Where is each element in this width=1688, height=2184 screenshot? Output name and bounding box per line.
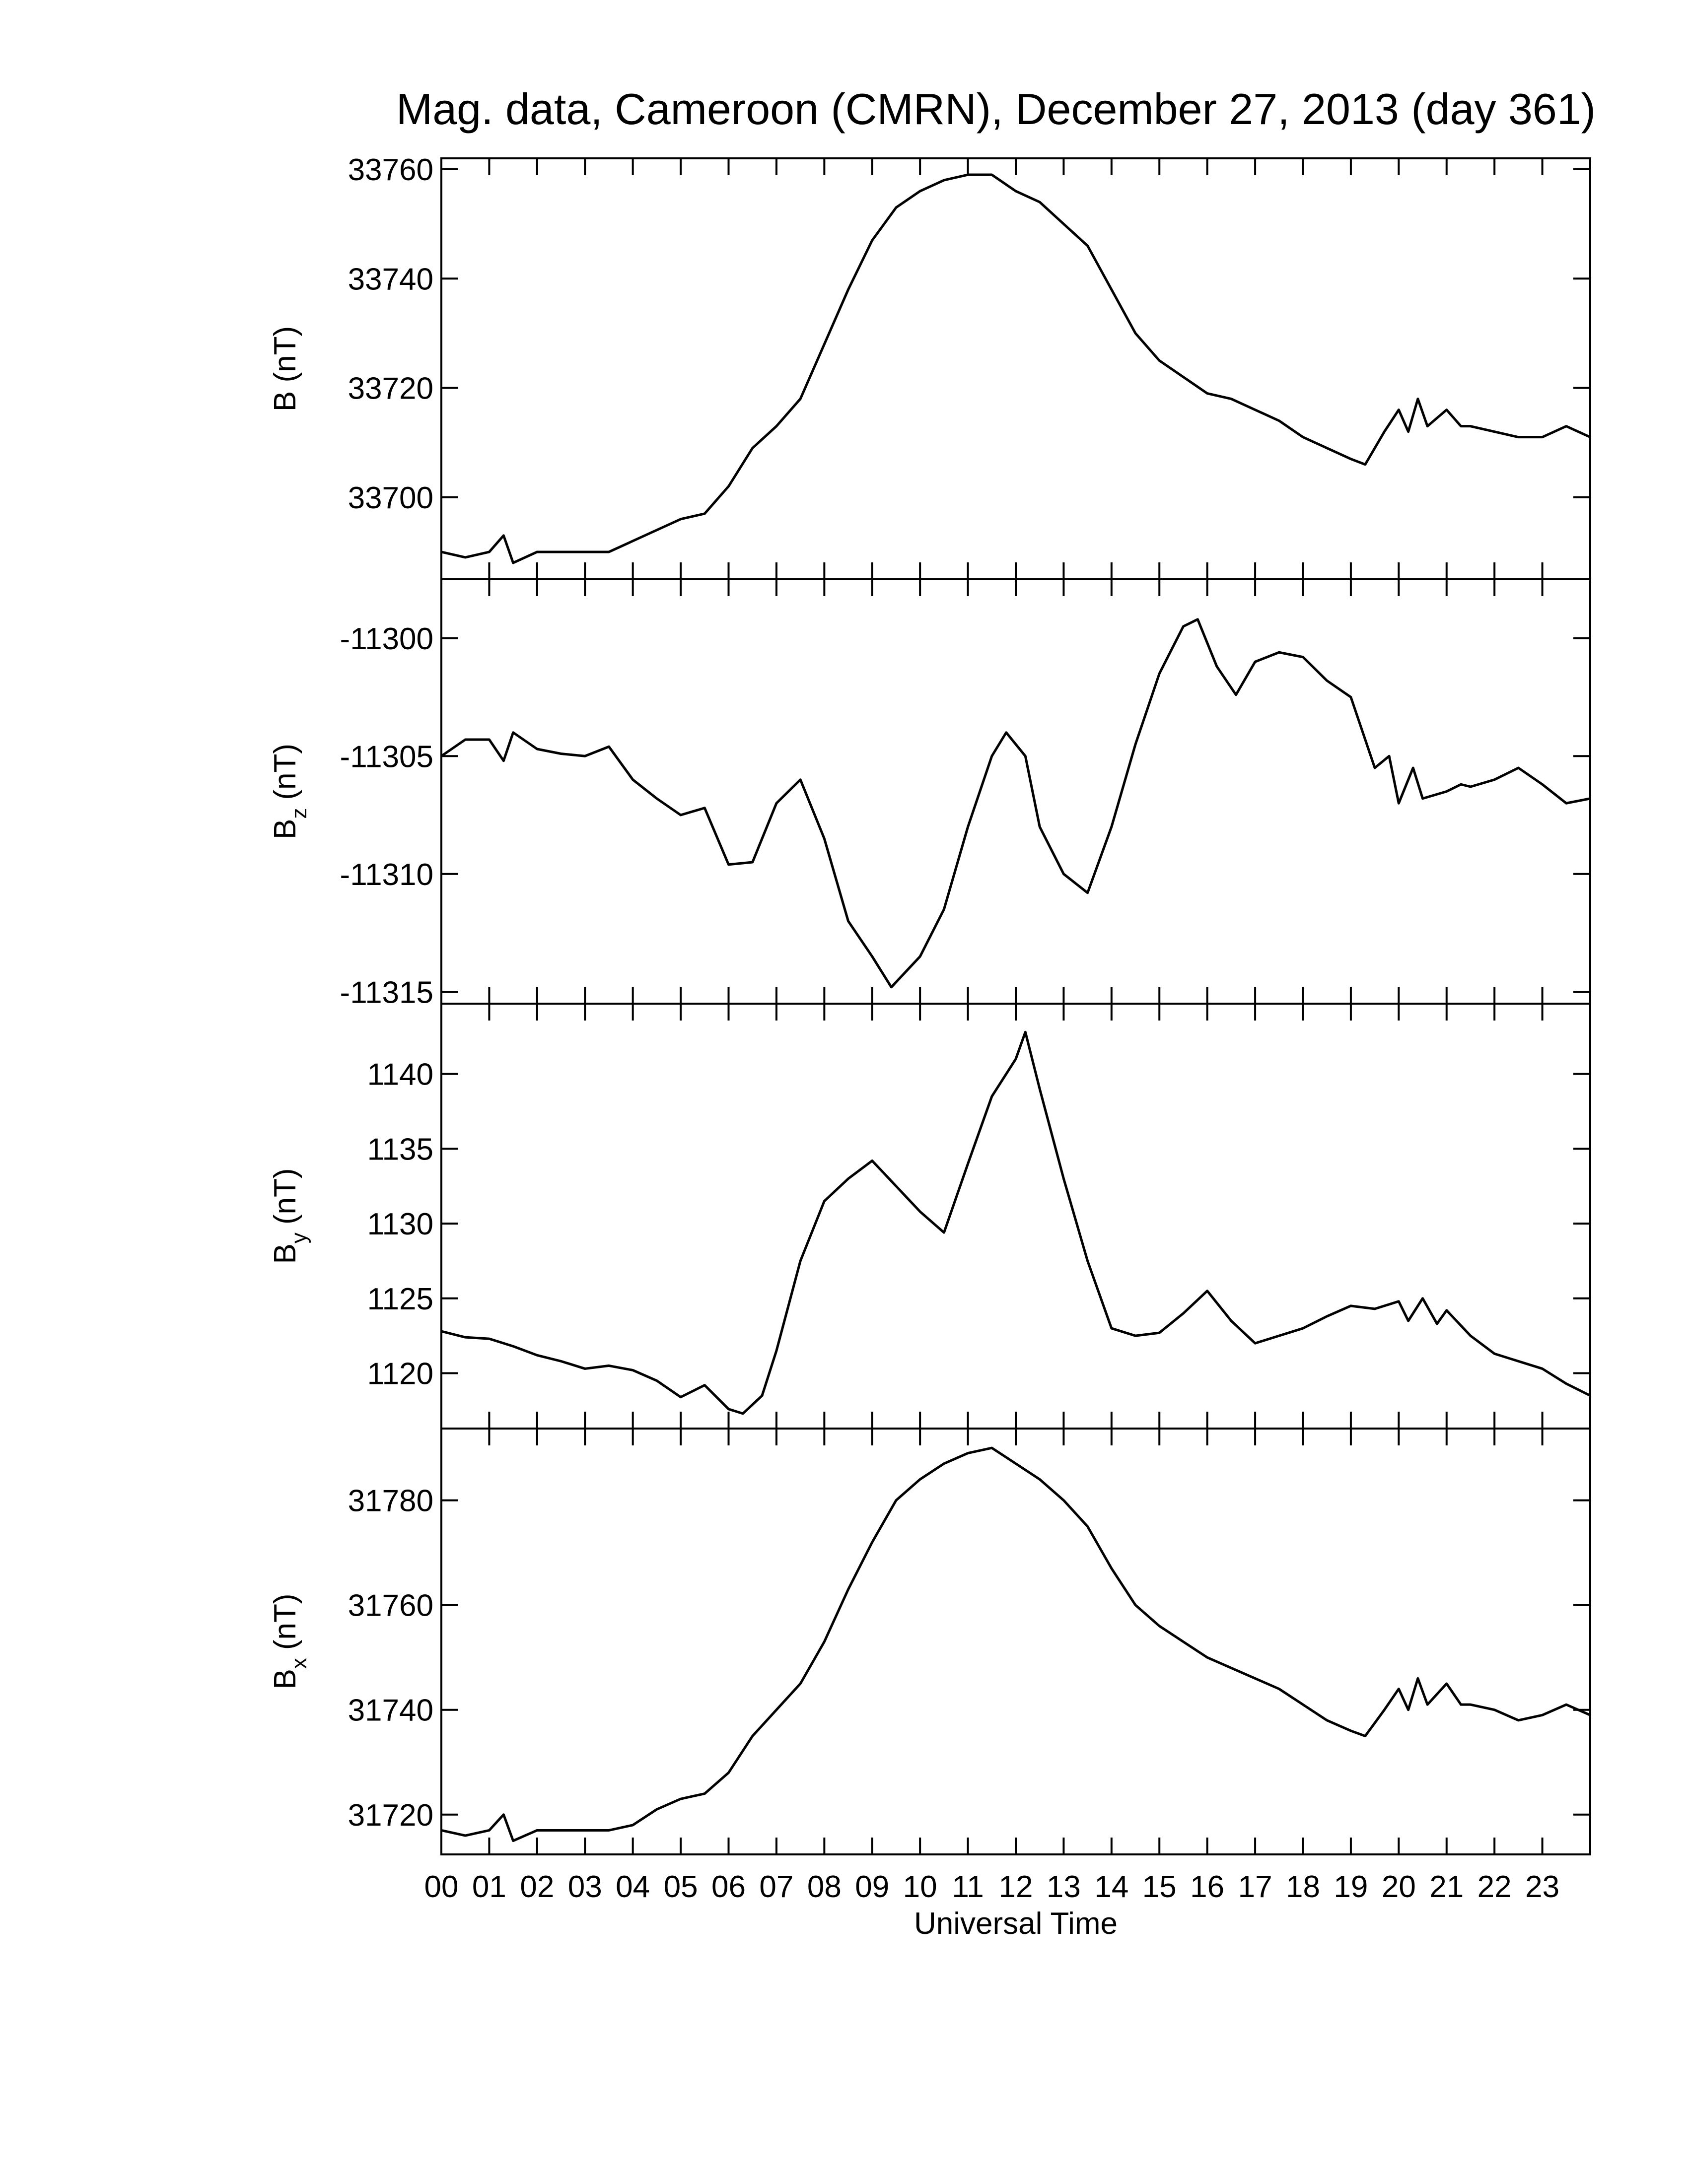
y-tick-label: 33740 <box>348 262 433 296</box>
y-axis-label: By (nT) <box>268 1168 311 1264</box>
y-axis-label: Bx (nT) <box>268 1593 311 1689</box>
x-tick-label: 08 <box>807 1870 842 1904</box>
y-tick-label: 31760 <box>348 1589 433 1623</box>
y-tick-label: 33720 <box>348 372 433 406</box>
y-axis-label-base: B <box>268 819 302 839</box>
x-tick-label: 18 <box>1286 1870 1320 1904</box>
y-axis-label-unit: (nT) <box>268 1168 302 1225</box>
y-tick-label: 1130 <box>367 1207 433 1241</box>
x-tick-label: 15 <box>1142 1870 1177 1904</box>
x-axis-label: Universal Time <box>914 1907 1118 1941</box>
y-axis-label-sub: y <box>287 1232 311 1243</box>
x-tick-label: 13 <box>1047 1870 1081 1904</box>
data-line <box>441 1446 1591 1843</box>
y-tick-label: 31720 <box>348 1798 433 1833</box>
y-axis-label: Bz (nT) <box>268 744 311 839</box>
data-line <box>440 618 1591 989</box>
x-tick-label: 23 <box>1525 1870 1559 1904</box>
y-tick-label: 31740 <box>348 1694 433 1728</box>
x-tick-label: 07 <box>759 1870 793 1904</box>
x-tick-label: 11 <box>952 1870 984 1904</box>
x-tick-label: 12 <box>999 1870 1033 1904</box>
x-tick-label: 02 <box>520 1870 554 1904</box>
x-tick-label: 21 <box>1429 1870 1464 1904</box>
data-line <box>441 1030 1591 1415</box>
y-axis-label-unit: (nT) <box>268 744 302 800</box>
x-tick-label: 16 <box>1190 1870 1224 1904</box>
x-tick-label: 05 <box>664 1870 698 1904</box>
y-tick-label: 1120 <box>367 1357 433 1391</box>
y-tick-label: 1135 <box>367 1132 433 1166</box>
y-tick-label: 1125 <box>367 1282 433 1316</box>
x-tick-label: 00 <box>424 1870 459 1904</box>
x-tick-label: 20 <box>1382 1870 1416 1904</box>
y-tick-label: 31780 <box>348 1484 433 1518</box>
x-tick-label: 17 <box>1238 1870 1272 1904</box>
y-axis-label-unit: (nT) <box>268 1593 302 1650</box>
x-tick-label: 09 <box>855 1870 889 1904</box>
y-tick-label: 33700 <box>348 481 433 515</box>
x-tick-label: 04 <box>616 1870 650 1904</box>
x-tick-label: 03 <box>568 1870 602 1904</box>
y-axis-label-base: B <box>268 1243 302 1264</box>
y-axis-label-sub: x <box>287 1658 311 1669</box>
x-tick-label: 22 <box>1477 1870 1512 1904</box>
y-tick-label: 1140 <box>367 1058 433 1092</box>
y-tick-label: 33760 <box>348 153 433 187</box>
data-line <box>441 173 1591 564</box>
x-tick-label: 19 <box>1334 1870 1368 1904</box>
x-tick-label: 06 <box>711 1870 746 1904</box>
y-tick-label: -11305 <box>340 740 433 774</box>
chart-title: Mag. data, Cameroon (CMRN), December 27,… <box>396 84 1596 134</box>
y-tick-label: -11315 <box>340 975 433 1010</box>
x-tick-label: 01 <box>472 1870 506 1904</box>
y-axis-label-sub: z <box>287 808 311 819</box>
y-tick-label: -11310 <box>340 858 433 892</box>
x-tick-label: 10 <box>903 1870 937 1904</box>
y-axis-label: B (nT) <box>268 326 302 411</box>
y-tick-label: -11300 <box>340 622 433 656</box>
y-axis-label-base: B <box>268 1669 302 1689</box>
x-tick-label: 14 <box>1094 1870 1128 1904</box>
